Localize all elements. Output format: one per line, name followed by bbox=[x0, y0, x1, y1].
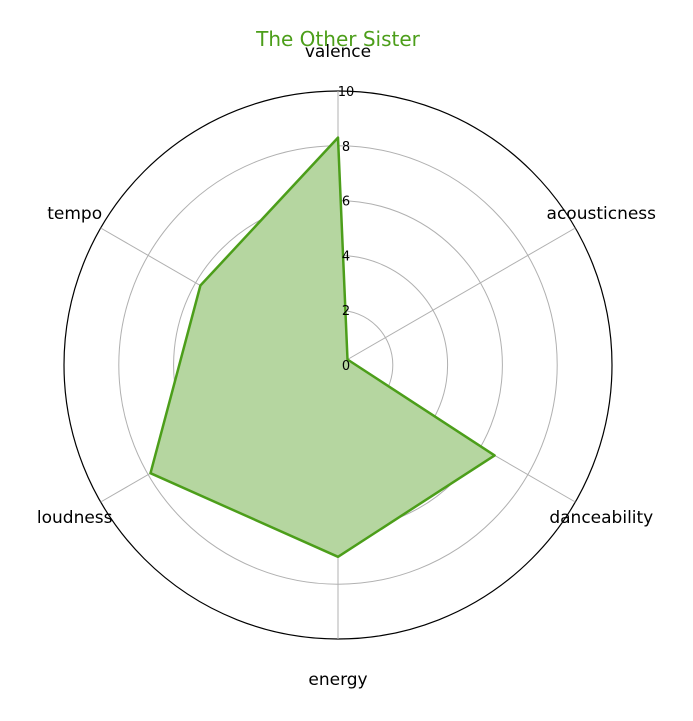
series-area bbox=[150, 137, 495, 557]
spoke-acousticness bbox=[337, 227, 576, 366]
axis-label-energy: energy bbox=[308, 670, 367, 690]
tick-label: 4 bbox=[342, 249, 350, 264]
tick-label: 6 bbox=[342, 195, 350, 210]
radar-series bbox=[149, 136, 496, 559]
axis-label-loudness: loudness bbox=[37, 508, 113, 528]
radar-tick-labels: 0 2 4 6 8 10 bbox=[338, 85, 355, 374]
tick-label: 8 bbox=[342, 140, 350, 155]
tick-label: 2 bbox=[342, 304, 350, 319]
axis-label-tempo: tempo bbox=[47, 204, 102, 224]
radar-axis-labels: valence acousticness danceability energy lou… bbox=[37, 42, 656, 690]
axis-label-danceability: danceability bbox=[549, 508, 653, 528]
tick-label: 10 bbox=[338, 85, 355, 100]
tick-label: 0 bbox=[342, 359, 350, 374]
axis-label-acousticness: acousticness bbox=[547, 204, 657, 224]
chart-title: The Other Sister bbox=[255, 27, 421, 51]
axis-label-valence: valence bbox=[305, 42, 371, 62]
